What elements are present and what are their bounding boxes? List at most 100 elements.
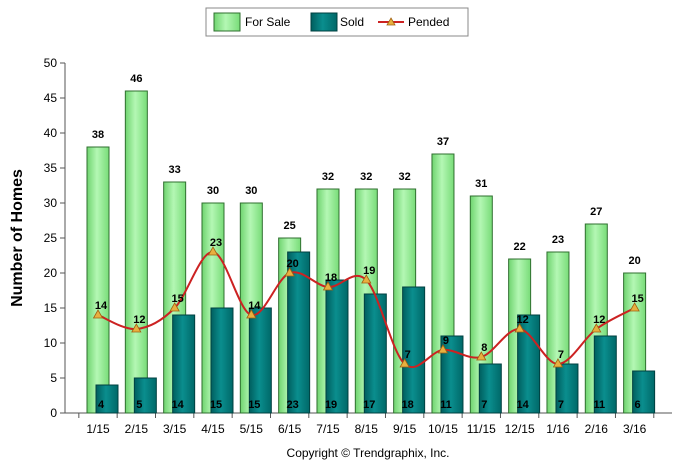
sold-value-label: 15 xyxy=(248,399,260,411)
x-tick-label: 12/15 xyxy=(505,422,535,436)
pended-series xyxy=(92,246,640,368)
pended-marker xyxy=(284,267,295,277)
sold-bar xyxy=(363,293,387,414)
sold-value-label: 23 xyxy=(287,399,299,411)
x-axis: 1/15 2/15 3/15 4/15 5/15 6/15 7/15 8/15 9/15 10/1… xyxy=(65,412,672,436)
sold-series xyxy=(95,251,656,414)
pended-marker xyxy=(246,309,257,319)
pended-marker xyxy=(629,302,640,312)
legend-sold-swatch xyxy=(310,12,338,32)
pended-value-label: 14 xyxy=(248,300,261,312)
pended-marker xyxy=(399,358,410,368)
sold-value-label: 14 xyxy=(517,399,530,411)
pended-value-label: 19 xyxy=(363,265,375,277)
legend-pended-marker xyxy=(386,17,396,26)
y-tick-label: 25 xyxy=(44,231,58,245)
sold-value-label: 4 xyxy=(98,399,105,411)
sold-value-label: 19 xyxy=(325,399,337,411)
sold-bar xyxy=(402,286,426,414)
pended-marker xyxy=(322,281,334,291)
sold-value-label: 15 xyxy=(210,399,222,411)
data-labels: 38 46 33 30 30 25 32 32 32 37 31 22 23 27 20 4 5 14 15 15 23… xyxy=(92,73,644,411)
y-tick-label: 45 xyxy=(44,91,58,105)
for-sale-value-label: 46 xyxy=(130,73,142,85)
pended-marker xyxy=(207,246,219,256)
for-sale-value-label: 32 xyxy=(322,171,334,183)
for-sale-value-label: 30 xyxy=(245,185,257,197)
pended-value-label: 8 xyxy=(481,342,487,354)
x-tick-label: 1/16 xyxy=(546,422,570,436)
legend-for-sale-label: For Sale xyxy=(245,15,291,29)
x-tick-label: 3/15 xyxy=(163,422,187,436)
for-sale-value-label: 23 xyxy=(552,234,564,246)
copyright-text: Copyright © Trendgraphix, Inc. xyxy=(287,446,450,460)
pended-marker xyxy=(92,309,104,319)
pended-marker xyxy=(437,344,449,354)
sold-bar xyxy=(287,251,311,414)
sold-bar xyxy=(555,363,579,414)
for-sale-value-label: 32 xyxy=(399,171,411,183)
for-sale-value-label: 27 xyxy=(590,206,602,218)
pended-value-label: 14 xyxy=(95,300,108,312)
x-tick-label: 4/15 xyxy=(201,422,225,436)
pended-marker xyxy=(514,323,525,333)
y-tick-label: 40 xyxy=(44,126,58,140)
sold-value-label: 18 xyxy=(402,399,414,411)
sold-value-label: 7 xyxy=(558,399,564,411)
pended-value-label: 12 xyxy=(593,314,605,326)
x-tick-label: 9/15 xyxy=(393,422,417,436)
y-tick-label: 10 xyxy=(44,336,58,350)
y-tick-label: 20 xyxy=(44,266,58,280)
y-axis-label: Number of Homes xyxy=(9,169,26,307)
for-sale-value-label: 30 xyxy=(207,185,219,197)
legend: For Sale Sold Pended xyxy=(205,7,469,37)
sold-value-label: 11 xyxy=(593,399,605,411)
sold-value-label: 14 xyxy=(172,399,185,411)
y-tick-label: 35 xyxy=(44,161,58,175)
sold-bar xyxy=(325,279,349,414)
x-tick-label: 5/15 xyxy=(240,422,264,436)
for-sale-bar xyxy=(86,146,110,414)
pended-marker xyxy=(131,323,142,333)
sold-value-label: 5 xyxy=(136,399,142,411)
x-tick-label: 1/15 xyxy=(86,422,110,436)
pended-value-label: 18 xyxy=(325,272,337,284)
sold-bar xyxy=(172,314,196,414)
pended-marker xyxy=(169,302,180,312)
pended-marker xyxy=(591,323,602,333)
for-sale-value-label: 22 xyxy=(514,241,526,253)
pended-value-label: 7 xyxy=(405,349,411,361)
sold-value-label: 7 xyxy=(481,399,487,411)
pended-value-label: 20 xyxy=(287,258,299,270)
for-sale-bar xyxy=(124,90,148,414)
x-tick-label: 3/16 xyxy=(623,422,647,436)
pended-value-label: 15 xyxy=(172,293,184,305)
for-sale-value-label: 37 xyxy=(437,136,449,148)
for-sale-value-label: 31 xyxy=(475,178,487,190)
for-sale-value-label: 20 xyxy=(628,255,640,267)
legend-pended-label: Pended xyxy=(408,15,449,29)
legend-sold-label: Sold xyxy=(340,15,364,29)
sold-bar xyxy=(478,363,502,414)
y-tick-label: 15 xyxy=(44,301,58,315)
y-tick-label: 50 xyxy=(44,56,58,70)
pended-value-label: 12 xyxy=(133,314,145,326)
x-tick-label: 10/15 xyxy=(428,422,458,436)
pended-value-label: 7 xyxy=(558,349,564,361)
x-tick-label: 6/15 xyxy=(278,422,302,436)
pended-value-label: 9 xyxy=(443,335,449,347)
sold-value-label: 17 xyxy=(363,399,375,411)
pended-value-label: 23 xyxy=(210,237,222,249)
sold-value-label: 6 xyxy=(635,399,641,411)
legend-for-sale-swatch xyxy=(213,12,241,32)
sold-bar xyxy=(593,335,617,414)
sold-value-label: 11 xyxy=(440,399,452,411)
for-sale-value-label: 38 xyxy=(92,129,104,141)
pended-value-label: 15 xyxy=(631,293,643,305)
pended-marker xyxy=(361,274,372,284)
sold-bar xyxy=(440,335,464,414)
sold-bar xyxy=(632,370,656,414)
sold-bar xyxy=(133,377,157,414)
